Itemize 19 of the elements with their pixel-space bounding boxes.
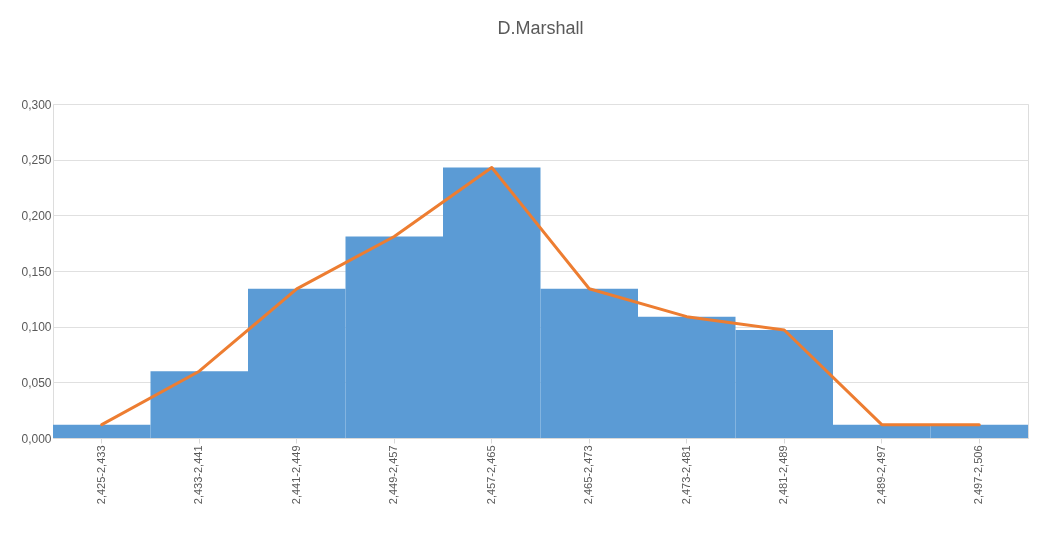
y-tick-label: 0,050 <box>21 375 52 390</box>
y-tick-label: 0,300 <box>21 97 52 112</box>
y-tick-label: 0,250 <box>21 153 52 168</box>
x-tick-label: 2,465-2,473 <box>582 445 595 505</box>
x-tick-label: 2,425-2,433 <box>94 445 107 505</box>
x-tick-label: 2,489-2,497 <box>874 445 887 505</box>
y-tick-label: 0,100 <box>21 320 52 335</box>
x-tick-label: 2,497-2,506 <box>972 445 985 505</box>
x-tick-label: 2,433-2,441 <box>192 445 205 505</box>
line-series <box>100 165 981 427</box>
y-tick-label: 0,150 <box>21 264 52 279</box>
chart-title: D.Marshall <box>497 18 584 38</box>
y-tick-label: 0,000 <box>21 431 52 446</box>
y-tick-label: 0,200 <box>21 208 52 223</box>
x-tick-label: 2,473-2,481 <box>679 445 692 505</box>
x-tick-label: 2,481-2,489 <box>777 445 790 505</box>
x-tick-label: 2,457-2,465 <box>484 445 497 505</box>
x-tick-label: 2,449-2,457 <box>387 445 400 505</box>
x-tick-label: 2,441-2,449 <box>289 445 302 505</box>
